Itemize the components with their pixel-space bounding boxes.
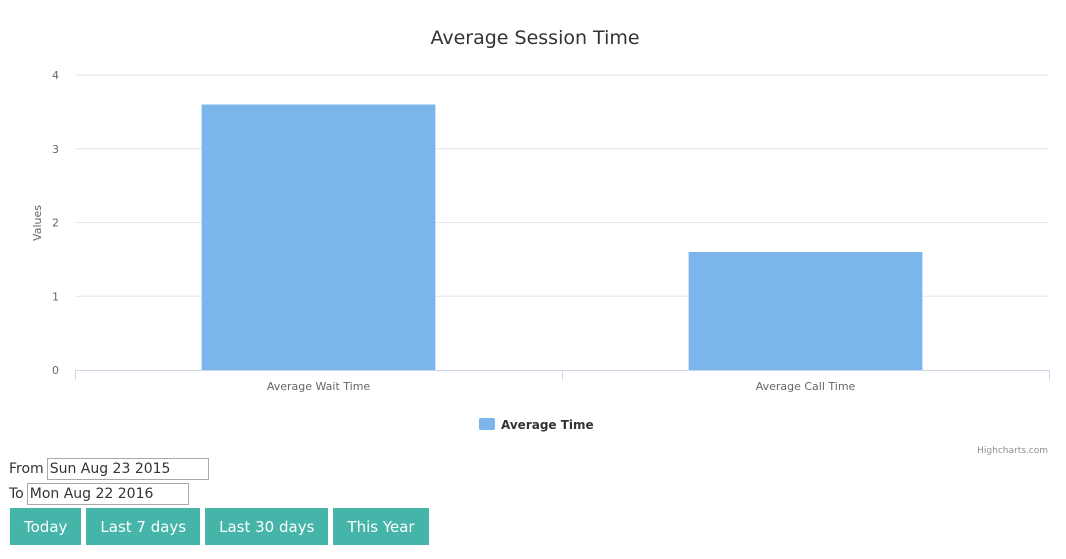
last-30-days-button[interactable]: Last 30 days — [205, 508, 329, 545]
bar-average-call-time[interactable] — [688, 252, 923, 370]
range-buttons: Today Last 7 days Last 30 days This Year — [10, 508, 429, 545]
bars — [201, 104, 923, 371]
y-tick-label: 4 — [52, 69, 59, 82]
y-tick-label: 3 — [52, 143, 59, 156]
y-tick-label: 1 — [52, 290, 59, 303]
legend-item-average-time[interactable]: Average Time — [501, 418, 594, 432]
chart-title: Average Session Time — [430, 27, 639, 49]
y-tick-label: 2 — [52, 217, 59, 230]
x-tick-label: Average Wait Time — [267, 380, 371, 393]
legend-swatch[interactable] — [479, 418, 495, 430]
bar-chart: Average Session Time 0 1 2 3 4 Average Wait … — [31, 27, 1050, 456]
x-axis-ticks: Average Wait Time Average Call Time — [267, 380, 856, 393]
credits-link[interactable]: Highcharts.com — [977, 446, 1048, 456]
y-tick-label: 0 — [52, 364, 59, 377]
chart-container: Average Session Time 0 1 2 3 4 Average Wait … — [31, 27, 1050, 456]
y-axis-title: Values — [31, 205, 44, 241]
y-axis-ticks: 0 1 2 3 4 — [52, 69, 59, 377]
from-date-input[interactable] — [46, 458, 209, 480]
from-date-row: From — [9, 458, 209, 480]
to-date-row: To — [9, 483, 189, 505]
bar-average-wait-time[interactable] — [201, 104, 436, 371]
to-label: To — [9, 486, 24, 502]
x-axis — [75, 370, 1050, 380]
to-date-input[interactable] — [26, 483, 189, 505]
today-button[interactable]: Today — [10, 508, 82, 545]
last-7-days-button[interactable]: Last 7 days — [86, 508, 201, 545]
this-year-button[interactable]: This Year — [333, 508, 429, 545]
from-label: From — [9, 461, 44, 477]
x-tick-label: Average Call Time — [756, 380, 856, 393]
legend[interactable]: Average Time — [479, 418, 594, 432]
